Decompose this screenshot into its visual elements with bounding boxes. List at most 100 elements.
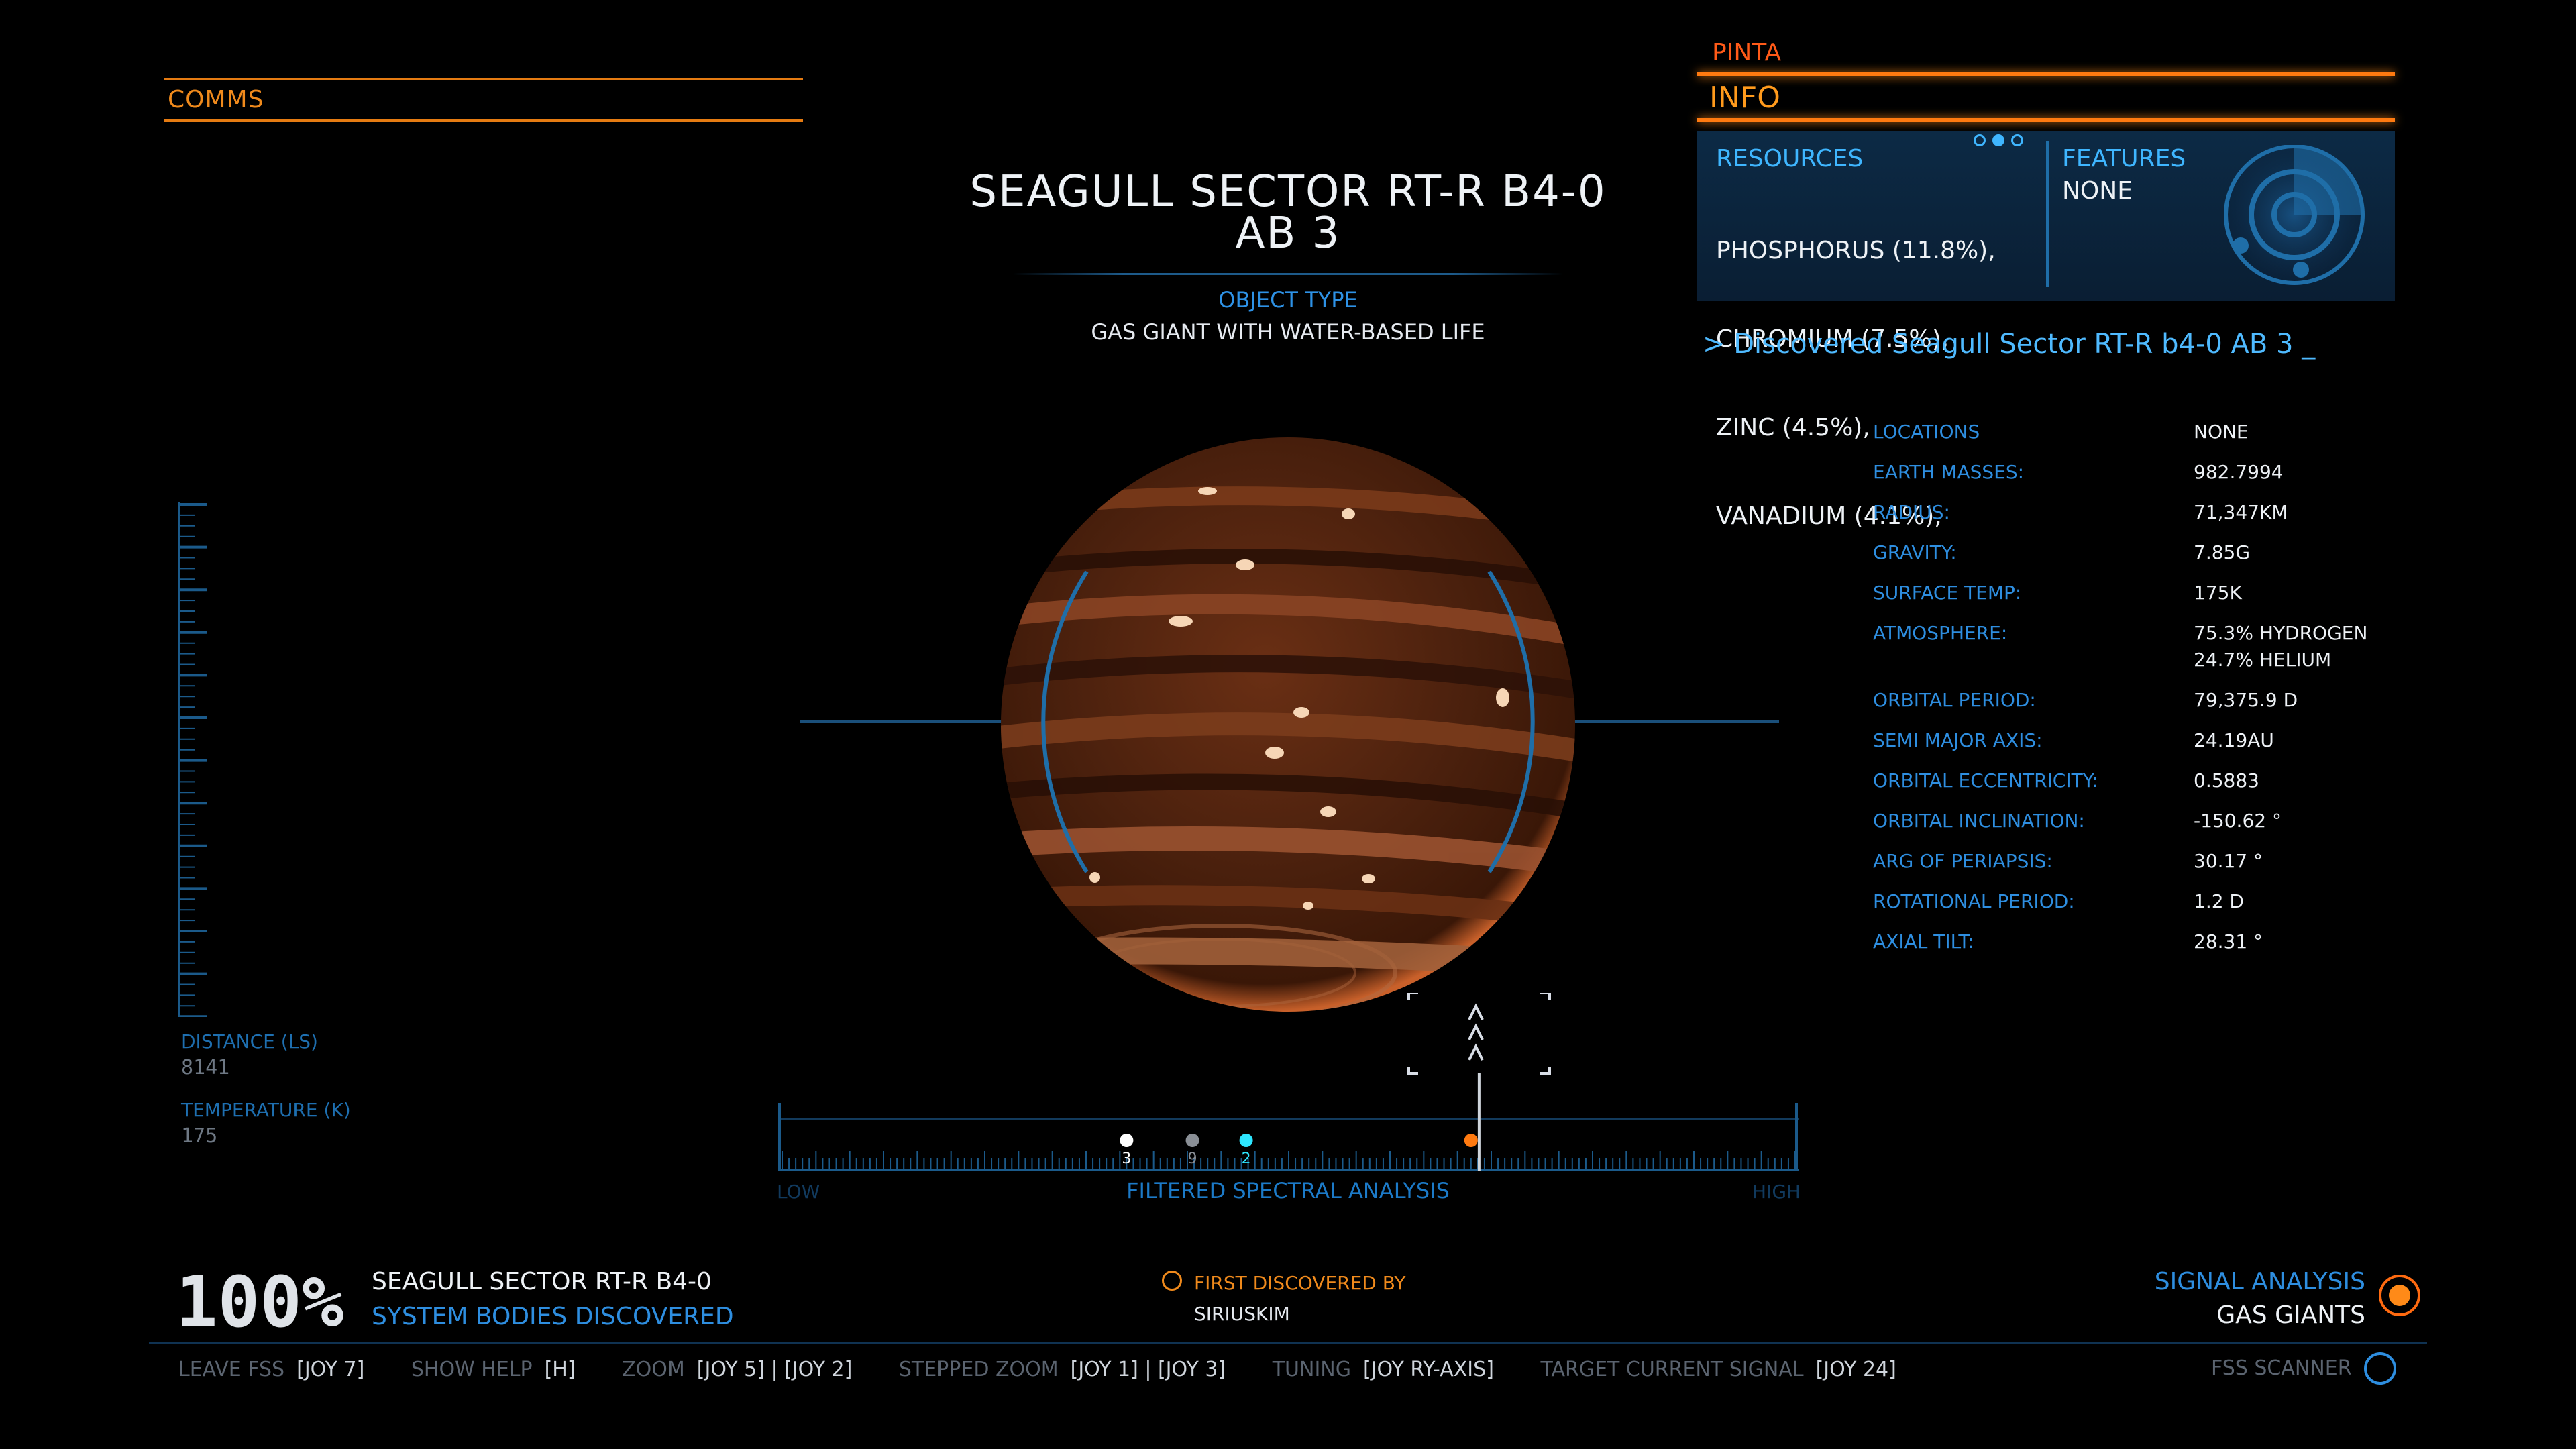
- stat-value: 79,375.9 D: [2194, 689, 2298, 711]
- storm-spots: [1089, 487, 1509, 910]
- object-type-label: OBJECT TYPE: [1218, 287, 1358, 313]
- discoverer-icon: [1162, 1271, 1182, 1291]
- info-top-rule: [1697, 72, 2395, 76]
- hint-label: STEPPED ZOOM: [898, 1358, 1059, 1381]
- stat-key: LOCATIONS: [1873, 421, 1980, 443]
- stat-row: GRAVITY: 7.85G: [1873, 539, 2367, 566]
- stat-value: 982.7994: [2194, 461, 2284, 483]
- stat-key: ROTATIONAL PERIOD:: [1873, 890, 2075, 912]
- hint-key[interactable]: [H]: [544, 1358, 576, 1381]
- spectral-signal: [1185, 1134, 1199, 1147]
- hint-key[interactable]: [JOY 5] | [JOY 2]: [696, 1358, 853, 1381]
- control-hints: LEAVE FSS [JOY 7] SHOW HELP [H] ZOOM [JOY 5…: [178, 1358, 1937, 1381]
- spectral-signal: [1120, 1134, 1134, 1147]
- object-type-value: GAS GIANT WITH WATER-BASED LIFE: [1091, 319, 1485, 345]
- first-discovered-value: SIRIUSKIM: [1194, 1303, 1290, 1325]
- stat-row: AXIAL TILT: 28.31 °: [1873, 928, 2367, 955]
- stat-value: 28.31 °: [2194, 930, 2263, 953]
- atmosphere-component: 75.3% HYDROGEN: [2194, 622, 2368, 644]
- stat-key: AXIAL TILT:: [1873, 930, 1974, 953]
- stat-key: ARG OF PERIAPSIS:: [1873, 850, 2053, 872]
- features-value: NONE: [2062, 177, 2133, 205]
- hint-key[interactable]: [JOY RY-AXIS]: [1362, 1358, 1494, 1381]
- stat-row: ORBITAL ECCENTRICITY: 0.5883: [1873, 767, 2367, 794]
- spectral-high-label: HIGH: [1752, 1181, 1801, 1203]
- stat-row: SEMI MAJOR AXIS: 24.19AU: [1873, 727, 2367, 754]
- planet-viewport[interactable]: [792, 416, 1784, 1087]
- stat-value: 175K: [2194, 582, 2242, 604]
- comms-bottom-rule: [164, 119, 803, 122]
- body-stats: LOCATIONS NONE EARTH MASSES: 982.7994 RADI…: [1873, 419, 2367, 969]
- hint-label: ZOOM: [622, 1358, 685, 1381]
- hint-label: LEAVE FSS: [178, 1358, 285, 1381]
- stat-key: SEMI MAJOR AXIS:: [1873, 729, 2043, 751]
- page-dot[interactable]: [2011, 134, 2023, 146]
- resource-item: CHROMIUM (7.5%),: [1716, 325, 1949, 353]
- resources-title: RESOURCES: [1716, 145, 1864, 172]
- spectral-signal: [1464, 1134, 1478, 1147]
- stat-row: ORBITAL PERIOD: 79,375.9 D: [1873, 687, 2367, 714]
- spectral-low-label: LOW: [777, 1181, 820, 1203]
- fss-scanner-label: FSS SCANNER: [2211, 1356, 2352, 1380]
- stat-row: RADIUS: 71,347KM: [1873, 499, 2367, 526]
- stat-key: GRAVITY:: [1873, 541, 1957, 564]
- title-divider: [1013, 273, 1563, 275]
- stat-value: 30.17 °: [2194, 850, 2263, 872]
- system-bodies-label: SYSTEM BODIES DISCOVERED: [372, 1303, 734, 1330]
- signal-analysis-value: GAS GIANTS: [2216, 1301, 2365, 1329]
- target-bracket-left: [1041, 570, 1089, 873]
- depth-gauge: [178, 502, 207, 1017]
- page-dot[interactable]: [1974, 134, 1986, 146]
- spectral-signal: [1239, 1134, 1253, 1147]
- stat-value: -150.62 °: [2194, 810, 2282, 832]
- comms-top-rule: [164, 78, 803, 80]
- first-discovered-label: FIRST DISCOVERED BY: [1194, 1272, 1406, 1294]
- spectral-ticks: [782, 1151, 1796, 1169]
- stat-key: ORBITAL INCLINATION:: [1873, 810, 2085, 832]
- stat-row: EARTH MASSES: 982.7994: [1873, 459, 2367, 486]
- spectral-signals: 3 9 2: [1120, 1073, 1481, 1171]
- stat-row: ARG OF PERIAPSIS: 30.17 °: [1873, 848, 2367, 875]
- features-title: FEATURES: [2062, 145, 2186, 172]
- info-tab[interactable]: INFO: [1709, 80, 1780, 115]
- stat-value: 1.2 D: [2194, 890, 2244, 912]
- resources-list: PHOSPHORUS (11.8%), CHROMIUM (7.5%), ZIN…: [1716, 177, 1996, 561]
- discovery-message: > Discovered Seagull Sector RT-R b4-0 AB…: [1703, 329, 2316, 360]
- page-dot-active[interactable]: [1992, 134, 2004, 146]
- temperature-label: TEMPERATURE (K): [181, 1099, 351, 1121]
- target-bracket-right: [1487, 570, 1535, 873]
- stat-row: ORBITAL INCLINATION: -150.62 °: [1873, 808, 2367, 835]
- hint-label: SHOW HELP: [411, 1358, 533, 1381]
- system-name: SEAGULL SECTOR RT-R B4-0: [372, 1268, 712, 1295]
- hint-key[interactable]: [JOY 7]: [297, 1358, 365, 1381]
- stat-key: ATMOSPHERE:: [1873, 622, 2008, 644]
- footer-divider: [149, 1342, 2427, 1344]
- zoom-reticle: [1407, 993, 1551, 1075]
- stat-key: ORBITAL ECCENTRICITY:: [1873, 769, 2098, 792]
- body-name-line2: AB 3: [1235, 209, 1341, 258]
- stat-key: SURFACE TEMP:: [1873, 582, 2022, 604]
- stat-value: NONE: [2194, 421, 2249, 443]
- page-indicator[interactable]: [1974, 134, 2030, 149]
- body-title-block: SEAGULL SECTOR RT-R B4-0 AB 3 OBJECT TYP…: [885, 170, 1690, 345]
- resource-item: ZINC (4.5%),: [1716, 414, 1870, 441]
- comms-title[interactable]: COMMS: [168, 86, 264, 113]
- spectral-analyzer[interactable]: 3 9 2: [775, 1073, 1802, 1174]
- stat-row: ROTATIONAL PERIOD: 1.2 D: [1873, 888, 2367, 915]
- signal-indicator-icon: [2379, 1275, 2420, 1316]
- ship-name: PINTA: [1712, 39, 1782, 66]
- stat-key: EARTH MASSES:: [1873, 461, 2025, 483]
- hint-key[interactable]: [JOY 24]: [1815, 1358, 1896, 1381]
- scan-radar-icon: [2224, 145, 2365, 285]
- resource-item: PHOSPHORUS (11.8%),: [1716, 237, 1996, 264]
- stat-row: ATMOSPHERE: 75.3% HYDROGEN 24.7% HELIUM: [1873, 620, 2367, 674]
- stat-value: 71,347KM: [2194, 501, 2288, 523]
- fss-scanner-icon[interactable]: [2364, 1352, 2396, 1385]
- discovery-percent: 100%: [176, 1261, 344, 1343]
- hint-label: TARGET CURRENT SIGNAL: [1540, 1358, 1804, 1381]
- stat-value: 0.5883: [2194, 769, 2259, 792]
- distance-label: DISTANCE (LS): [181, 1030, 318, 1053]
- stat-row: SURFACE TEMP: 175K: [1873, 580, 2367, 606]
- hint-key[interactable]: [JOY 1] | [JOY 3]: [1070, 1358, 1226, 1381]
- stat-key: RADIUS:: [1873, 501, 1950, 523]
